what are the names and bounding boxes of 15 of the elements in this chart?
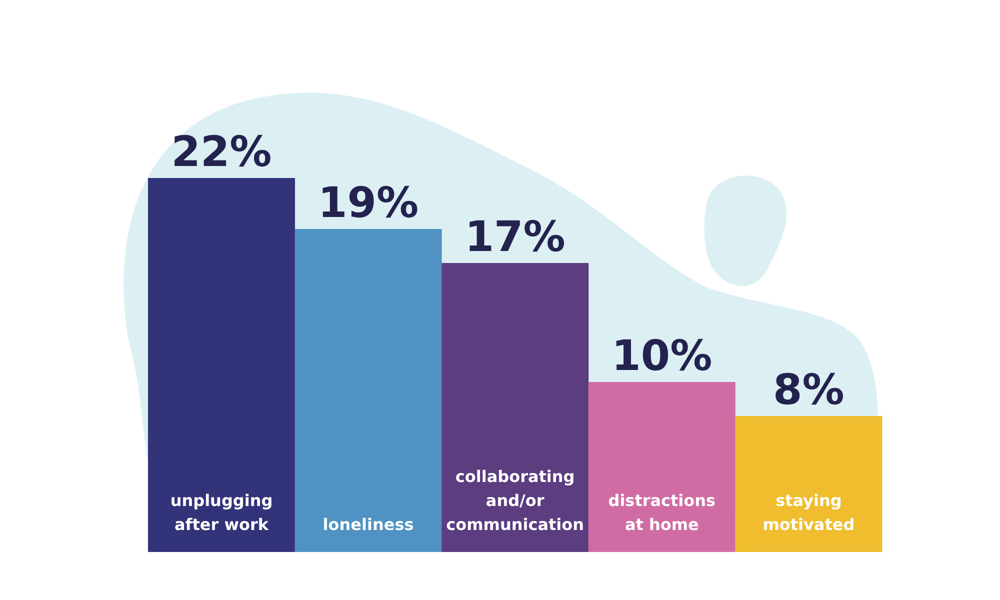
data-label: 17% [464, 212, 566, 261]
data-label: 10% [612, 331, 712, 380]
bar [588, 382, 736, 552]
x-tick-label: collaborating and/or communication [446, 467, 584, 534]
data-label: 8% [773, 365, 844, 414]
x-tick-label: distractions at home [608, 491, 716, 534]
data-label: 22% [171, 127, 272, 176]
bar [442, 263, 589, 552]
bar [294, 229, 442, 552]
bar [148, 178, 295, 552]
bar [735, 416, 882, 552]
x-tick-label: loneliness [322, 515, 414, 534]
x-tick-label: unplugging after work [170, 491, 273, 534]
x-tick-label: staying motivated [762, 491, 855, 534]
data-label: 19% [318, 178, 419, 227]
